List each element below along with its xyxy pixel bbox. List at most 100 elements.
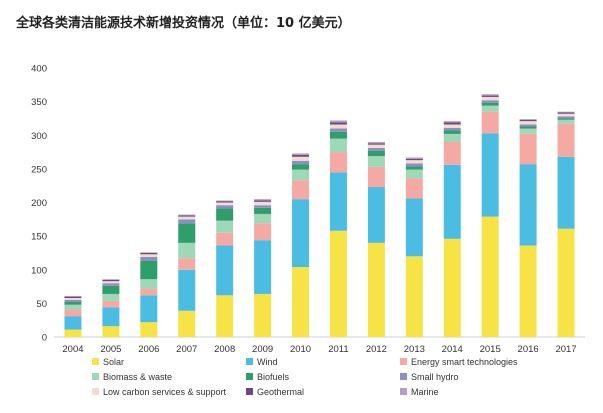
- y-tick-label: 150: [31, 232, 47, 243]
- x-tick-label: 2015: [480, 344, 501, 355]
- bar-segment: [367, 150, 385, 157]
- bar-segment: [64, 297, 82, 301]
- legend-swatch: [246, 388, 253, 395]
- legend-swatch: [400, 358, 407, 365]
- bar-segment: [178, 216, 196, 220]
- bar-segment: [405, 160, 423, 164]
- bar-segment: [254, 213, 272, 224]
- x-tick-label: 2005: [100, 344, 121, 355]
- bar-segment: [405, 163, 423, 167]
- bar-segment: [329, 124, 347, 129]
- bar-segment: [254, 240, 272, 294]
- bar-segment: [519, 119, 537, 120]
- bar-segment: [216, 202, 234, 206]
- bar-segment: [216, 205, 234, 209]
- legend-label: Low carbon services & support: [103, 387, 227, 397]
- bar-segment: [254, 205, 272, 208]
- legend-swatch: [92, 388, 99, 395]
- x-tick-label: 2014: [442, 344, 463, 355]
- bar-segment: [443, 127, 461, 131]
- bar-segment: [481, 96, 499, 101]
- legend-label: Wind: [257, 357, 278, 367]
- bar-segment: [292, 180, 310, 200]
- x-tick-label: 2013: [404, 344, 425, 355]
- bar-segment: [519, 124, 537, 127]
- bar-segment: [254, 200, 272, 202]
- legend-swatch: [92, 373, 99, 380]
- bar-segment: [329, 128, 347, 132]
- bar-segment: [481, 94, 499, 96]
- bar-segment: [292, 199, 310, 268]
- x-tick-label: 2017: [555, 344, 576, 355]
- bar-segment: [292, 154, 310, 157]
- bar-segment: [367, 156, 385, 167]
- bar-segment: [367, 242, 385, 337]
- bar-segment: [405, 198, 423, 257]
- bar-segment: [481, 216, 499, 337]
- bar-segment: [64, 302, 82, 305]
- chart-title: 全球各类清洁能源技术新增投资情况（单位：10 亿美元）: [16, 16, 351, 31]
- bar-segment: [329, 230, 347, 337]
- bar-segment: [329, 120, 347, 123]
- legend-label: Biofuels: [257, 372, 290, 382]
- bar-segment: [519, 133, 537, 165]
- legend-label: Geothermal: [257, 387, 304, 397]
- x-tick-label: 2004: [62, 344, 83, 355]
- bar-segment: [443, 133, 461, 142]
- bar-segment: [329, 138, 347, 153]
- bar-segment: [367, 166, 385, 188]
- y-tick-label: 200: [31, 198, 47, 209]
- y-tick-label: 50: [36, 299, 47, 310]
- x-tick-label: 2010: [290, 344, 311, 355]
- bar-segment: [140, 288, 158, 296]
- y-tick-label: 250: [31, 164, 47, 175]
- bar-segment: [216, 200, 234, 202]
- bar-segment: [443, 122, 461, 125]
- x-tick-label: 2012: [366, 344, 387, 355]
- legend-label: Small hydro: [411, 372, 459, 382]
- bar-segment: [140, 322, 158, 337]
- y-tick-label: 300: [31, 131, 47, 142]
- bar-segment: [481, 133, 499, 217]
- x-tick-label: 2016: [518, 344, 539, 355]
- bar-segment: [405, 166, 423, 170]
- bar-segment: [216, 220, 234, 233]
- bar-segment: [102, 326, 120, 337]
- bar-segment: [178, 242, 196, 259]
- bar-segment: [481, 105, 499, 112]
- bar-segment: [292, 160, 310, 165]
- bar-segment: [254, 201, 272, 206]
- bar-segment: [292, 267, 310, 337]
- bar-segment: [329, 152, 347, 173]
- legend-label: Energy smart technologies: [411, 357, 518, 367]
- bar-segment: [254, 199, 272, 201]
- bar-segment: [367, 148, 385, 151]
- bar-segment: [254, 293, 272, 337]
- bar-segment: [140, 254, 158, 257]
- bar-segment: [329, 122, 347, 125]
- bar-segment: [140, 261, 158, 280]
- legend-swatch: [246, 358, 253, 365]
- bar-segment: [64, 296, 82, 298]
- bar-segment: [481, 102, 499, 106]
- bar-segment: [292, 156, 310, 161]
- bar-segment: [405, 256, 423, 337]
- bar-segment: [102, 281, 120, 284]
- x-tick-label: 2006: [138, 344, 159, 355]
- bar-segment: [557, 113, 575, 117]
- x-tick-label: 2008: [214, 344, 235, 355]
- x-tick-label: 2011: [328, 344, 348, 355]
- bar-segment: [102, 283, 120, 286]
- bar-segment: [178, 223, 196, 243]
- legend-swatch: [400, 388, 407, 395]
- bar-segment: [140, 295, 158, 323]
- bar-segment: [64, 309, 82, 317]
- bar-segment: [216, 208, 234, 221]
- bar-segment: [367, 187, 385, 243]
- bar-segment: [102, 293, 120, 301]
- bar-segment: [443, 238, 461, 337]
- bar-segment: [519, 126, 537, 129]
- bar-segment: [557, 228, 575, 337]
- bar-segment: [405, 169, 423, 179]
- legend-swatch: [92, 358, 99, 365]
